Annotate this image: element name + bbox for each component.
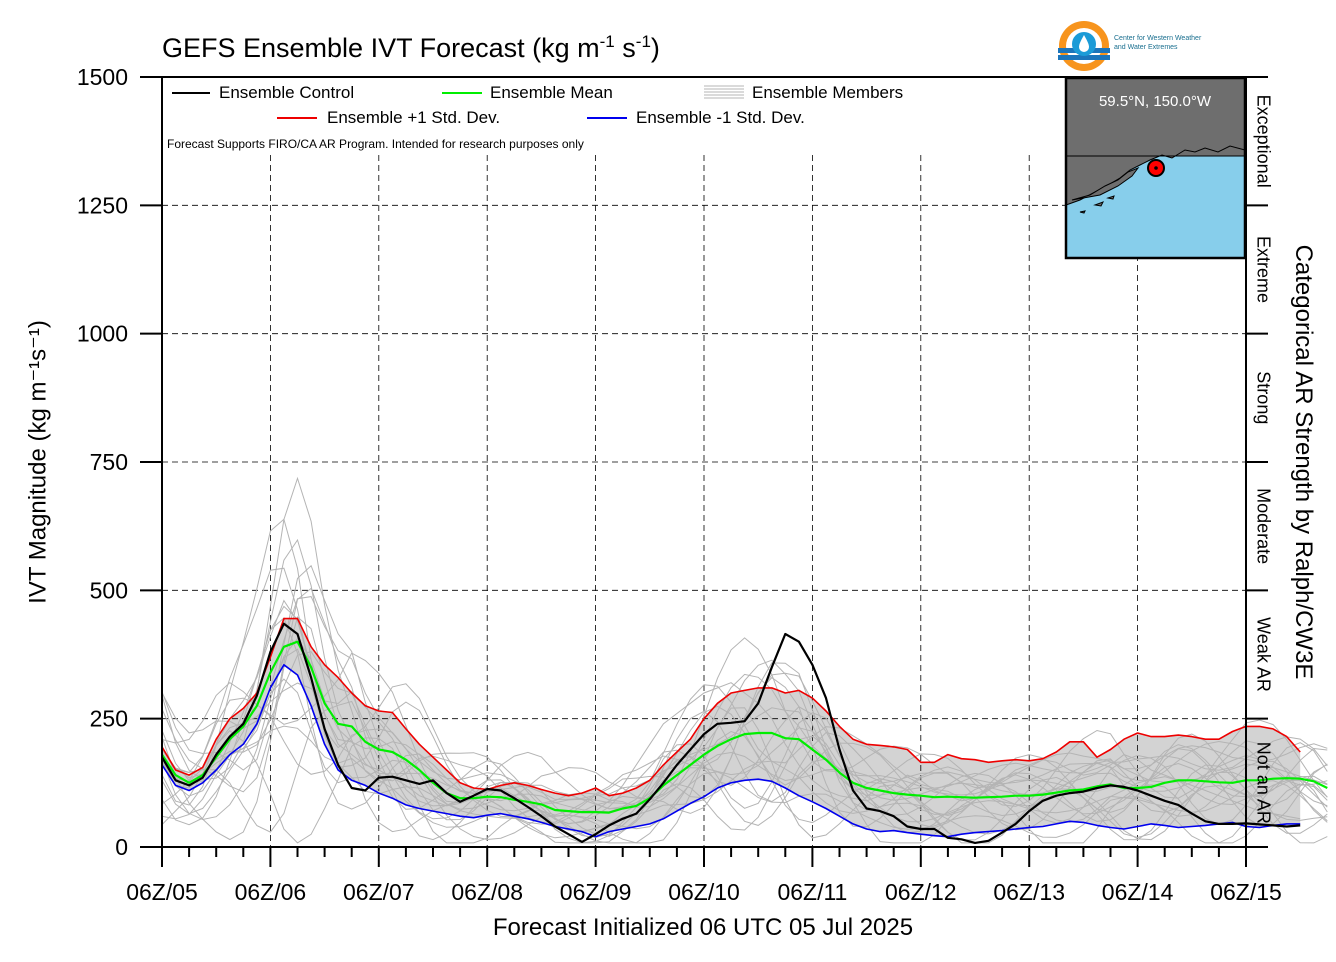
logo-caption: Center for Western Weather and Water Extr… [1114,35,1202,51]
x-tick-label: 06Z/14 [1102,879,1174,905]
location-map: 59.5°N, 150.0°W [1064,76,1247,260]
x-tick-label: 06Z/13 [993,879,1065,905]
chart-title: GEFS Ensemble IVT Forecast (kg m-1 s-1) [162,32,660,63]
series-lines [161,617,1328,845]
category-label: Strong [1253,371,1273,424]
x-tick-label: 06Z/15 [1210,879,1282,905]
x-tick-label: 06Z/08 [451,879,523,905]
ensemble-members [161,476,1328,844]
control-series-line [161,622,1301,845]
category-label: Moderate [1253,488,1273,564]
legend-minus-label: Ensemble -1 Std. Dev. [636,108,805,127]
category-label: Exceptional [1253,95,1273,188]
location-text: 59.5°N, 150.0°W [1099,93,1212,110]
map-land-north [1066,78,1245,156]
ensemble-member-line [161,730,1328,844]
x-tick-label: 06Z/06 [235,879,307,905]
ensemble-member-line [161,617,1328,827]
legend-plus-label: Ensemble +1 Std. Dev. [327,108,501,127]
y-tick-label: 250 [90,706,128,732]
minus-std-series-line [161,663,1301,838]
category-label: Weak AR [1253,617,1273,692]
y-tick-label: 0 [115,834,128,860]
y-tick-label: 1000 [77,321,128,347]
x-tick-label: 06Z/07 [343,879,415,905]
tick-labels: 0 250 500 750 1000 1250 1500 06Z/05 06Z/06 06Z/07… [77,64,1282,905]
legend-control-label: Ensemble Control [219,83,355,102]
disclaimer-text: Forecast Supports FIRO/CA AR Program. In… [167,137,584,151]
map-peninsula [1071,166,1140,201]
location-marker-dot [1154,166,1158,170]
grid-lines [162,155,1246,847]
y-tick-label: 750 [90,449,128,475]
map-islands [1079,195,1115,214]
x-tick-label: 06Z/05 [126,879,198,905]
ensemble-member-line [161,564,1328,832]
category-label: Not an AR [1253,742,1273,824]
x-tick-label: 06Z/12 [885,879,957,905]
legend-members-label: Ensemble Members [752,83,904,102]
legend-mean-label: Ensemble Mean [490,83,613,102]
map-frame [1064,76,1247,260]
ensemble-member-line [161,599,1301,825]
cw3e-logo [1058,20,1110,77]
x-tick-label: 06Z/11 [777,879,847,905]
y-tick-label: 1500 [77,64,128,90]
category-axis: Not an AR Weak AR Moderate Strong Extreme Exc… [1246,95,1273,848]
y-tick-label: 1250 [77,192,128,218]
ensemble-member-line [161,678,1328,844]
ensemble-member-line [161,567,1328,802]
ensemble-member-line [161,518,1328,818]
mean-series-line [161,640,1328,814]
x-tick-label: 06Z/10 [668,879,740,905]
legend-lines [172,85,744,119]
x-axis-label: Forecast Initialized 06 UTC 05 Jul 2025 [492,914,914,941]
ensemble-member-line [161,587,1328,825]
x-tick-label: 06Z/09 [560,879,632,905]
category-label: Extreme [1253,236,1273,303]
y-tick-label: 500 [90,577,128,603]
tick-marks [140,76,1247,867]
plus-std-series-line [161,617,1301,797]
